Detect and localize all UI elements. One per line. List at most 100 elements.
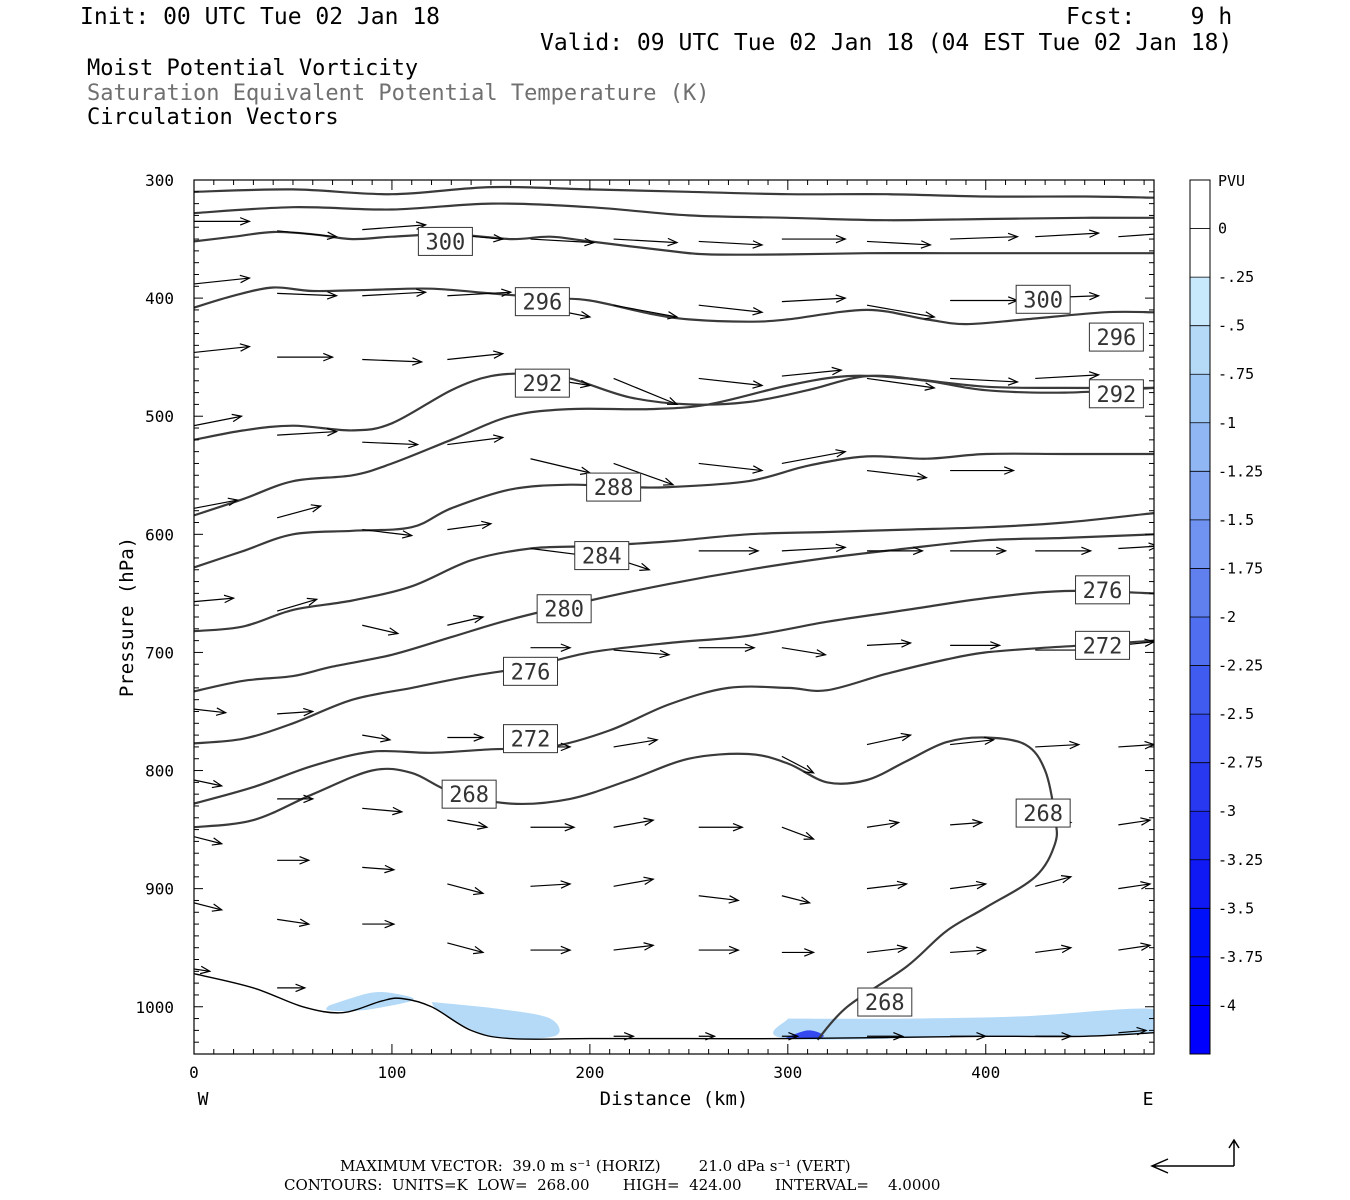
circulation-vector [194, 707, 228, 716]
circulation-vector [530, 237, 596, 247]
colorbar-tick-label: -2.25 [1218, 657, 1263, 675]
circulation-vector [1035, 229, 1101, 238]
circulation-vector [866, 819, 901, 829]
circulation-vector [866, 1032, 905, 1041]
circulation-vector [613, 377, 679, 405]
init-time: Init: 00 UTC Tue 02 Jan 18 [80, 4, 441, 30]
circulation-vector [698, 240, 764, 249]
colorbar-tick-label: -3.5 [1218, 899, 1254, 917]
circulation-vector [447, 520, 493, 531]
colorbar-tick-label: -2.5 [1218, 705, 1254, 723]
colorbar-swatch [1190, 617, 1210, 667]
circulation-vector [194, 413, 244, 427]
circulation-vector [530, 822, 576, 832]
plot-frame [193, 179, 1155, 1055]
circulation-vector [447, 350, 505, 361]
pv-shaded-area [773, 1008, 1154, 1040]
circulation-vector [194, 217, 252, 226]
contour-label: 268 [857, 987, 913, 1017]
circulation-vector [950, 1032, 988, 1041]
circulation-vector [613, 649, 671, 659]
circulation-vector [866, 880, 909, 890]
circulation-vector [194, 343, 252, 354]
x-tick-label: 300 [773, 1063, 802, 1082]
colorbar-swatch [1190, 374, 1210, 424]
circulation-vector [781, 234, 847, 244]
circulation-vector [1035, 546, 1093, 556]
contour-label-text: 268 [865, 991, 905, 1016]
contour-label-text: 280 [544, 598, 584, 623]
contour-label: 272 [502, 724, 558, 754]
circulation-vector [194, 965, 212, 975]
x-east-label: E [1143, 1089, 1154, 1110]
contour-label-text: 272 [511, 728, 551, 753]
contour-label-text: 288 [594, 476, 634, 501]
y-tick-label: 600 [145, 525, 174, 544]
circulation-vector [194, 274, 252, 285]
colorbar-tick-label: -3 [1218, 802, 1236, 820]
circulation-vector [194, 779, 224, 789]
circulation-vector-layer [194, 217, 1154, 1041]
circulation-vector [194, 902, 224, 912]
circulation-vector [362, 529, 414, 539]
circulation-vector [698, 643, 756, 652]
y-tick-label: 300 [145, 171, 174, 190]
circulation-vector [950, 232, 1020, 242]
pv-shading-layer [326, 992, 1154, 1040]
colorbar-swatch [1190, 714, 1210, 764]
contour-label-text: 272 [1083, 634, 1123, 659]
colorbar-tick-label: -3.75 [1218, 948, 1263, 966]
contour-label: 284 [574, 541, 630, 571]
circulation-vector [866, 546, 925, 556]
circulation-vector [866, 304, 936, 320]
contour-label: 268 [1015, 798, 1071, 828]
pv-shaded-area [326, 992, 414, 1012]
colorbar-tick-label: -1.5 [1218, 511, 1254, 529]
circulation-vector [277, 291, 339, 300]
contour-label: 280 [536, 594, 592, 624]
circulation-vector [362, 806, 404, 816]
theta-contour-line [194, 736, 1058, 1041]
theta-contour-line [194, 202, 1154, 222]
circulation-vector [362, 439, 420, 449]
circulation-vector [447, 883, 485, 896]
circulation-vector [277, 983, 307, 993]
circulation-vector [194, 497, 240, 509]
circulation-vector [950, 736, 996, 746]
circulation-vector [530, 945, 572, 955]
colorbar-swatch [1190, 762, 1210, 812]
contour-label-text: 300 [426, 230, 466, 255]
y-tick-label: 500 [145, 407, 174, 426]
circulation-vector [781, 1032, 800, 1041]
max-vector-info: MAXIMUM VECTOR: 39.0 m s⁻¹ (HORIZ) 21.0 … [340, 1157, 851, 1175]
contour-label-text: 284 [582, 545, 622, 570]
circulation-vector [613, 817, 655, 828]
circulation-vector [781, 294, 847, 303]
circulation-vector [362, 864, 396, 874]
circulation-vector [447, 819, 489, 830]
circulation-vector [1118, 740, 1154, 750]
circulation-vector [866, 639, 913, 648]
field-title-mpv: Moist Potential Vorticity [87, 56, 419, 81]
circulation-vector [781, 449, 847, 465]
y-tick-label: 900 [145, 880, 174, 899]
theta-contour-line [194, 533, 1154, 693]
reference-vector-icon [1150, 1138, 1240, 1174]
circulation-vector [447, 733, 485, 742]
circulation-vector [447, 288, 513, 297]
colorbar-tick-label: -3.25 [1218, 851, 1263, 869]
contour-label-text: 268 [1023, 802, 1063, 827]
circulation-vector [447, 942, 485, 955]
contour-label: 296 [514, 287, 570, 317]
colorbar-swatch [1190, 471, 1210, 521]
y-tick-label: 1000 [135, 998, 174, 1017]
theta-contour-line [194, 372, 1154, 441]
contour-label-text: 268 [449, 783, 489, 808]
circulation-vector [276, 504, 323, 519]
contour-label: 300 [1015, 284, 1071, 314]
circulation-vector [698, 822, 744, 832]
colorbar-tick-label: -.75 [1218, 365, 1254, 383]
theta-contour-line [194, 185, 1154, 199]
circulation-vector [613, 304, 679, 320]
